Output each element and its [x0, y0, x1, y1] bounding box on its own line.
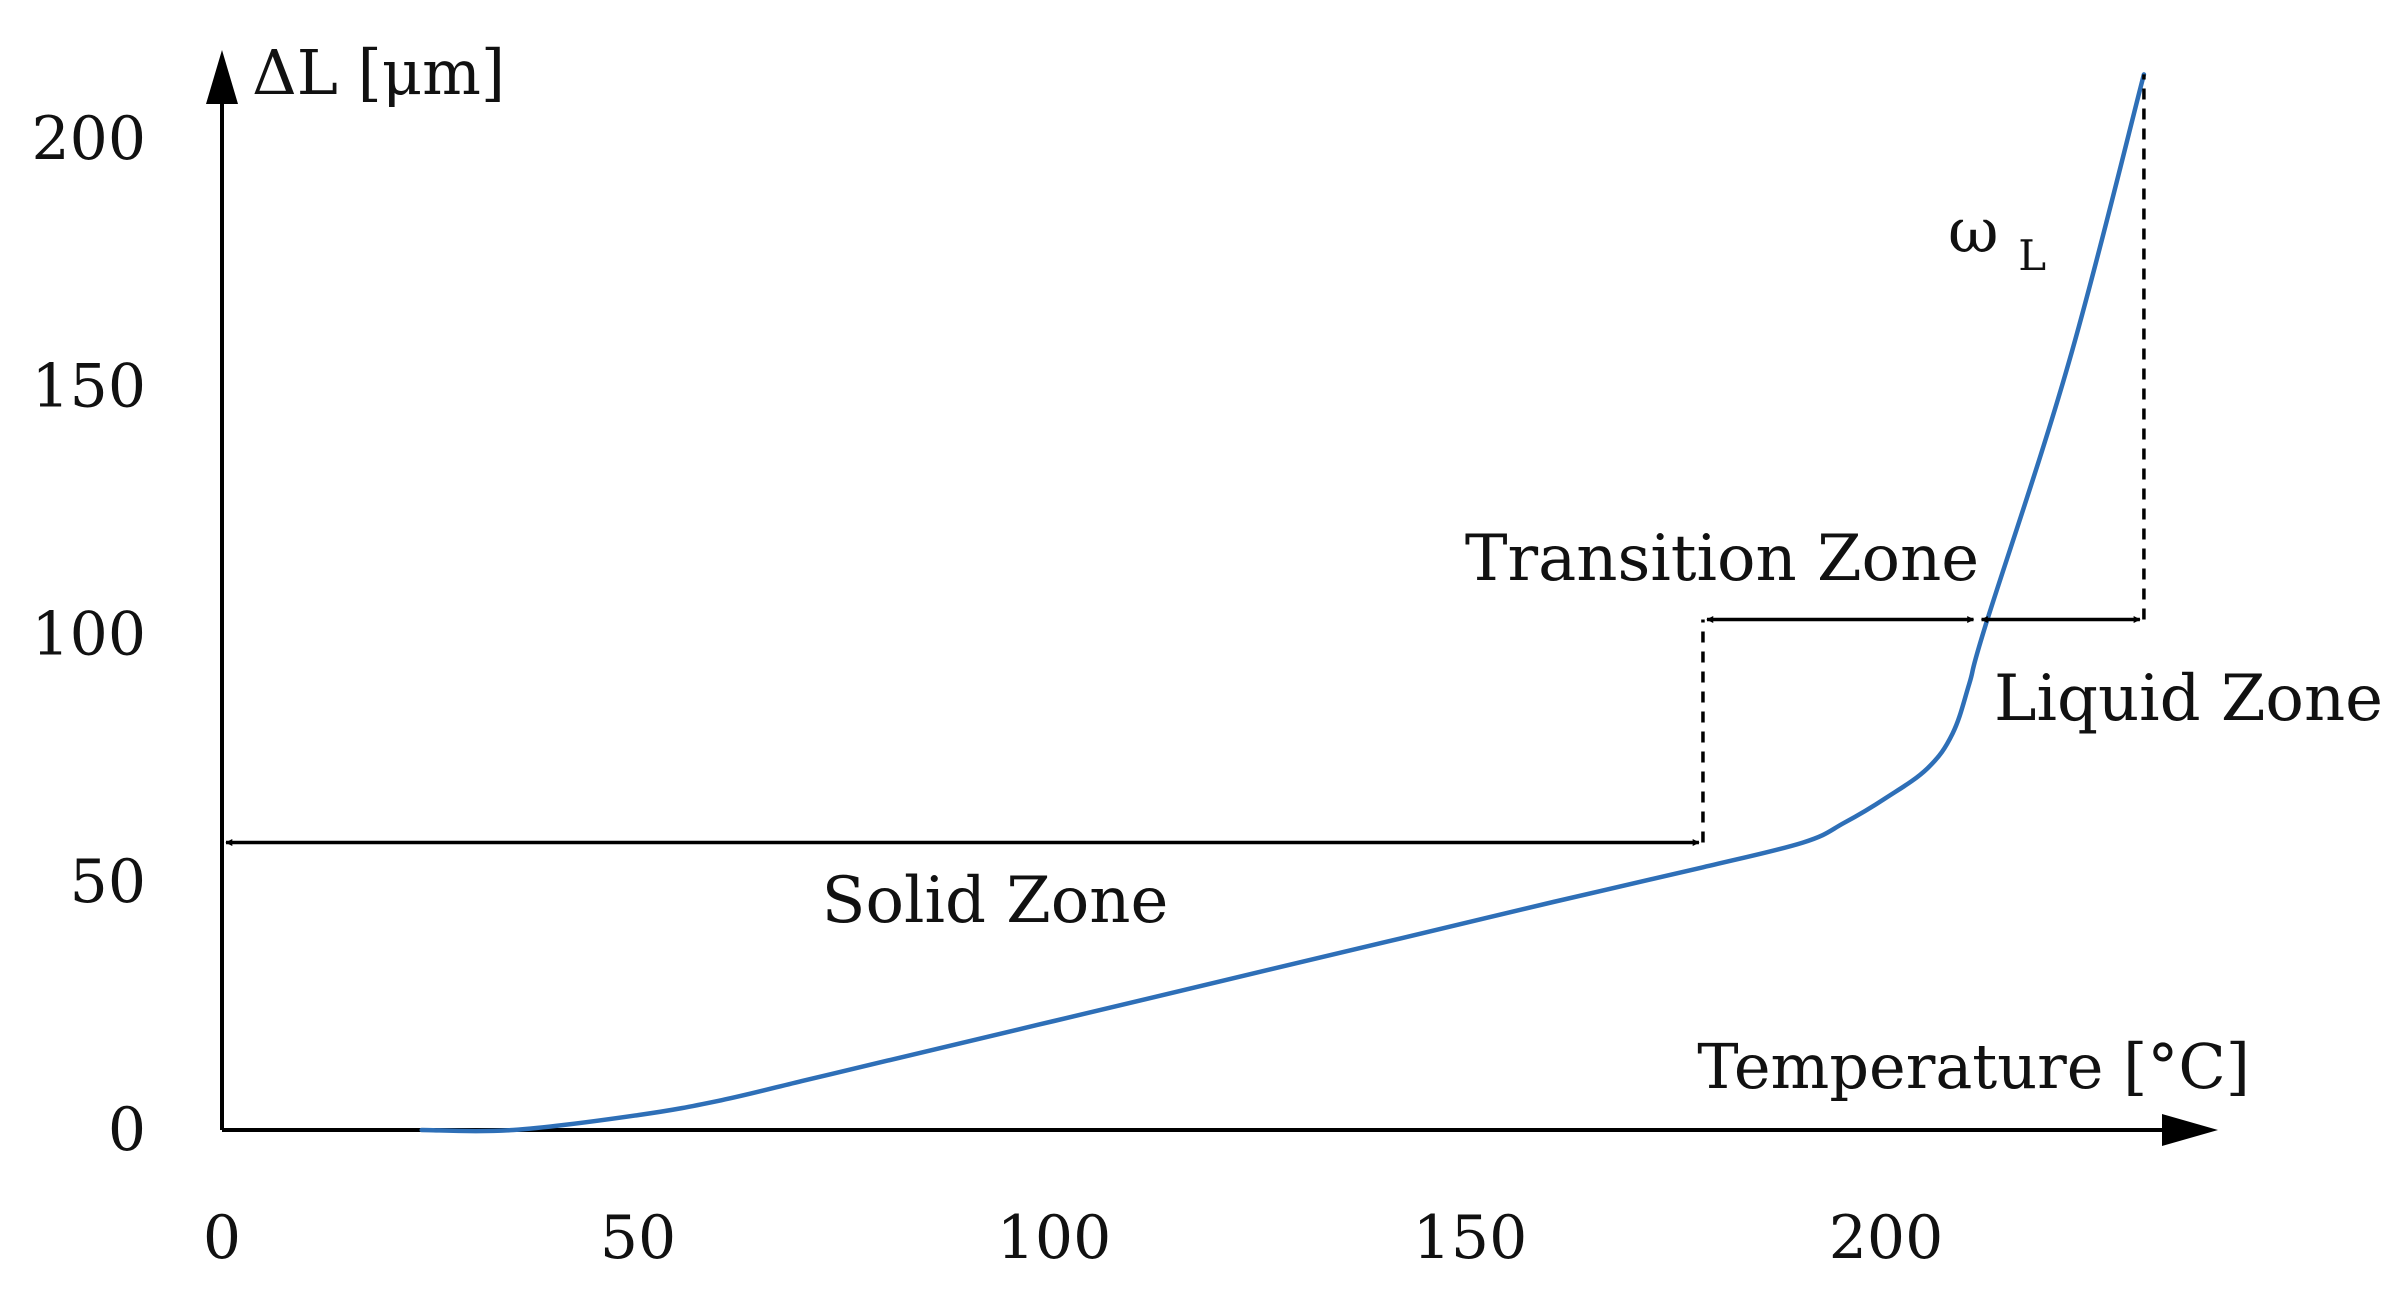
x-tick-label: 150 [1413, 1203, 1528, 1273]
y-tick-label: 150 [31, 352, 146, 422]
y-tick-label: 200 [31, 104, 146, 174]
omega-l-label: ω L [1948, 194, 2046, 280]
expansion-curve [419, 72, 2147, 1134]
solid-zone-label: Solid Zone [822, 864, 1169, 938]
liquid-zone-label: Liquid Zone [1994, 662, 2383, 736]
x-tick-label: 100 [997, 1203, 1112, 1273]
omega-subscript: L [2018, 231, 2046, 280]
y-tick-label: 100 [31, 599, 146, 669]
x-tick-label: 200 [1829, 1203, 1944, 1273]
y-tick-labels: 0 50 100 150 200 [31, 104, 146, 1165]
y-tick-label: 0 [108, 1095, 146, 1165]
y-axis-arrowhead [206, 50, 238, 104]
x-axis-arrowhead [2162, 1114, 2218, 1146]
x-tick-label: 0 [203, 1203, 241, 1273]
x-tick-label: 50 [600, 1203, 676, 1273]
axes [206, 50, 2218, 1146]
transition-zone-label: Transition Zone [1465, 522, 1979, 596]
y-tick-label: 50 [70, 847, 146, 917]
y-axis-title: ΔL [μm] [252, 36, 505, 109]
x-axis-title: Temperature [°C] [1697, 1030, 2250, 1103]
omega-symbol: ω [1948, 194, 1999, 267]
x-tick-labels: 0 50 100 150 200 [203, 1203, 1943, 1273]
